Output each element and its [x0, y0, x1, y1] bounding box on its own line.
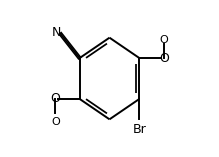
Text: O: O	[50, 92, 60, 105]
Text: O: O	[159, 35, 168, 45]
Text: N: N	[52, 26, 61, 39]
Text: O: O	[51, 117, 60, 127]
Text: O: O	[159, 52, 169, 65]
Text: Br: Br	[132, 123, 146, 136]
